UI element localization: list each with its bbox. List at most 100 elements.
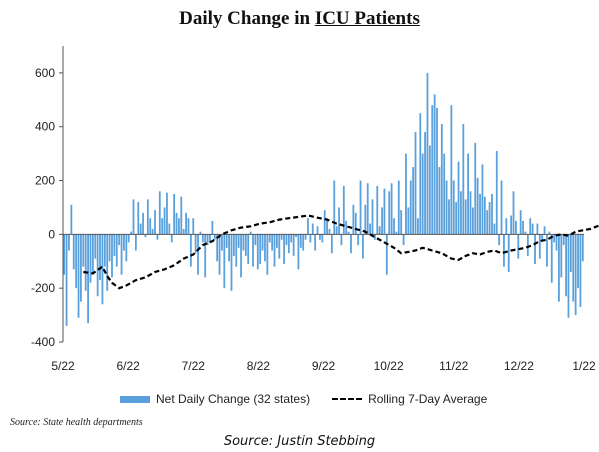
- bar: [120, 234, 123, 275]
- bar: [495, 150, 498, 235]
- bar: [123, 234, 125, 251]
- bar: [295, 234, 297, 238]
- bar: [503, 234, 505, 267]
- bar: [273, 234, 276, 267]
- bar: [436, 107, 438, 235]
- bar: [192, 218, 195, 235]
- bar: [266, 234, 269, 275]
- bar: [311, 223, 314, 235]
- bar: [77, 234, 80, 318]
- chart-title: Daily Change in ICU Patients: [0, 8, 599, 30]
- bar: [483, 196, 486, 235]
- bar: [302, 234, 305, 251]
- x-tick-label: 11/22: [439, 359, 468, 373]
- bar: [517, 234, 520, 259]
- bar: [378, 226, 381, 235]
- bar: [87, 234, 89, 324]
- bar: [390, 183, 393, 235]
- bar: [438, 167, 441, 235]
- bar: [63, 234, 66, 275]
- bar: [108, 234, 111, 262]
- bar: [335, 226, 338, 235]
- bar: [84, 234, 87, 291]
- bar: [577, 234, 579, 289]
- bar: [414, 132, 417, 235]
- bar: [180, 196, 183, 235]
- bar: [149, 218, 152, 235]
- bar: [354, 212, 357, 235]
- bar: [211, 220, 214, 235]
- bar: [428, 145, 431, 235]
- bar: [144, 234, 147, 238]
- bar: [259, 234, 262, 264]
- bar: [362, 234, 364, 259]
- bar: [151, 228, 154, 235]
- source-note: Source: State health departments: [10, 417, 143, 428]
- bar: [397, 180, 400, 235]
- bar: [268, 234, 271, 243]
- bar: [548, 231, 551, 235]
- bar: [460, 191, 462, 235]
- bar: [323, 210, 326, 235]
- bar: [297, 234, 300, 270]
- legend-bar-swatch: [120, 395, 150, 403]
- bar: [543, 226, 546, 235]
- rolling-average-series: [83, 214, 599, 290]
- bar: [201, 234, 204, 243]
- legend-bar-label: Net Daily Change (32 states): [156, 392, 311, 406]
- y-tick-label: 400: [35, 120, 55, 134]
- bar: [376, 185, 379, 235]
- bar: [342, 185, 345, 235]
- bar: [581, 234, 584, 262]
- bar: [285, 234, 288, 246]
- bar: [223, 234, 226, 289]
- bar: [189, 234, 192, 267]
- bar: [194, 234, 197, 254]
- bar: [218, 234, 221, 275]
- bar: [252, 234, 254, 267]
- bar: [457, 161, 460, 235]
- bar: [424, 132, 426, 235]
- y-tick-label: 600: [35, 66, 55, 80]
- bar: [455, 202, 458, 235]
- bar: [448, 199, 450, 235]
- bar: [452, 180, 455, 235]
- bar: [433, 94, 436, 235]
- bar: [309, 234, 312, 243]
- bar: [364, 204, 367, 235]
- y-tick-label: -400: [31, 335, 55, 349]
- bar: [319, 234, 321, 240]
- bar: [240, 234, 242, 278]
- bar: [290, 234, 293, 243]
- bar: [493, 223, 496, 235]
- bar: [514, 220, 517, 235]
- bar: [529, 218, 532, 235]
- bar: [72, 234, 75, 270]
- bar: [560, 234, 563, 278]
- bar: [118, 234, 121, 246]
- bar: [467, 153, 469, 235]
- bar: [440, 124, 443, 235]
- bar: [450, 105, 453, 235]
- bar: [417, 218, 419, 235]
- bar: [471, 207, 474, 235]
- y-tick-label: 0: [48, 227, 55, 241]
- bar: [321, 234, 324, 243]
- bar: [555, 234, 558, 251]
- bar: [400, 210, 403, 235]
- bar: [127, 234, 130, 243]
- bar: [381, 207, 383, 235]
- bar: [326, 218, 328, 235]
- bar: [278, 234, 281, 259]
- bar: [235, 234, 238, 267]
- bar: [486, 210, 489, 235]
- bar: [550, 234, 553, 283]
- bar: [158, 191, 161, 235]
- x-tick-label: 7/22: [182, 359, 206, 373]
- x-tick-label: 1/22: [572, 359, 596, 373]
- bar: [130, 231, 133, 235]
- bar: [383, 188, 386, 235]
- bar: [412, 167, 415, 235]
- bar: [536, 223, 539, 235]
- bar: [106, 234, 109, 291]
